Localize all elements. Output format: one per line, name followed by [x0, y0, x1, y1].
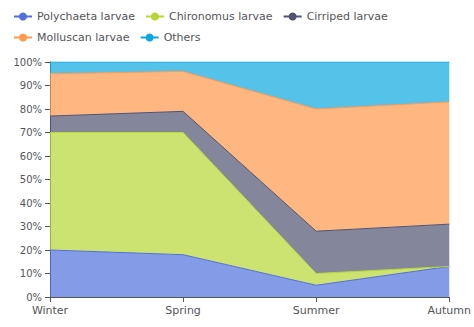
svg-text:Cirriped larvae: Cirriped larvae	[307, 10, 388, 23]
svg-text:Winter: Winter	[32, 304, 69, 317]
svg-text:70%: 70%	[20, 127, 42, 138]
svg-text:Polychaeta larvae: Polychaeta larvae	[37, 10, 135, 23]
svg-text:50%: 50%	[20, 174, 42, 185]
svg-text:90%: 90%	[20, 80, 42, 91]
svg-text:30%: 30%	[20, 221, 42, 232]
svg-text:Others: Others	[164, 31, 201, 44]
svg-text:60%: 60%	[20, 151, 42, 162]
svg-text:40%: 40%	[20, 198, 42, 209]
svg-text:80%: 80%	[20, 104, 42, 115]
svg-text:0%: 0%	[26, 292, 42, 303]
svg-text:Spring: Spring	[165, 304, 201, 317]
svg-text:20%: 20%	[20, 245, 42, 256]
svg-text:Chironomus larvae: Chironomus larvae	[169, 10, 273, 23]
svg-text:Molluscan larvae: Molluscan larvae	[37, 31, 130, 44]
svg-text:100%: 100%	[13, 57, 42, 68]
svg-text:10%: 10%	[20, 268, 42, 279]
svg-text:Autumn: Autumn	[428, 304, 471, 317]
svg-text:Summer: Summer	[293, 304, 340, 317]
